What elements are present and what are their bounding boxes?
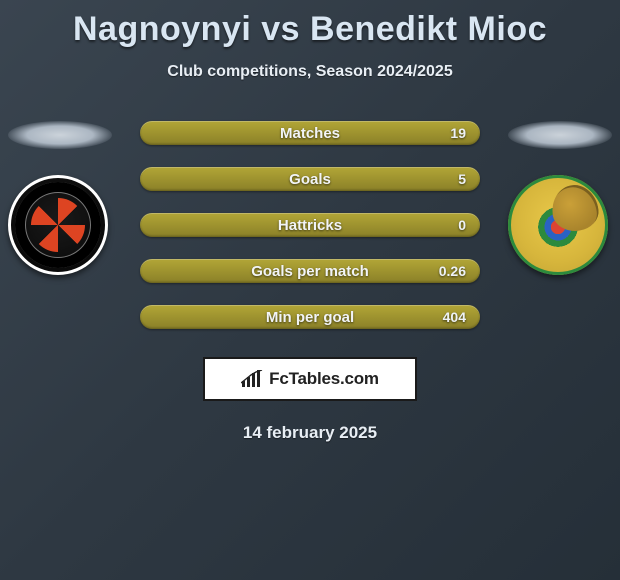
barchart-icon [241,370,263,388]
stat-bar: Goals per match 0.26 [140,259,480,283]
left-club-logo-icon [8,175,108,275]
stat-label: Goals per match [251,263,369,280]
comparison-title: Nagnoynyi vs Benedikt Mioc [0,0,620,49]
branding-text: FcTables.com [269,369,379,389]
left-club-block [8,121,112,275]
content-area: Matches 19 Goals 5 Hattricks 0 Goals per… [0,121,620,443]
branding-box: FcTables.com [203,357,417,401]
stat-label: Min per goal [266,309,354,326]
stat-value: 19 [450,125,466,141]
right-club-logo-icon [508,175,608,275]
stat-label: Hattricks [278,217,342,234]
stat-label: Matches [280,125,340,142]
stat-bar: Min per goal 404 [140,305,480,329]
stat-bar: Matches 19 [140,121,480,145]
stat-value: 0 [458,217,466,233]
shadow-ellipse-icon [508,121,612,149]
stat-value: 404 [443,309,466,325]
shadow-ellipse-icon [8,121,112,149]
date-label: 14 february 2025 [0,423,620,443]
right-club-block [508,121,612,275]
stat-bar: Hattricks 0 [140,213,480,237]
stats-bars: Matches 19 Goals 5 Hattricks 0 Goals per… [140,121,480,329]
stat-value: 5 [458,171,466,187]
stat-value: 0.26 [439,263,466,279]
comparison-subtitle: Club competitions, Season 2024/2025 [0,63,620,81]
stat-bar: Goals 5 [140,167,480,191]
stat-label: Goals [289,171,331,188]
